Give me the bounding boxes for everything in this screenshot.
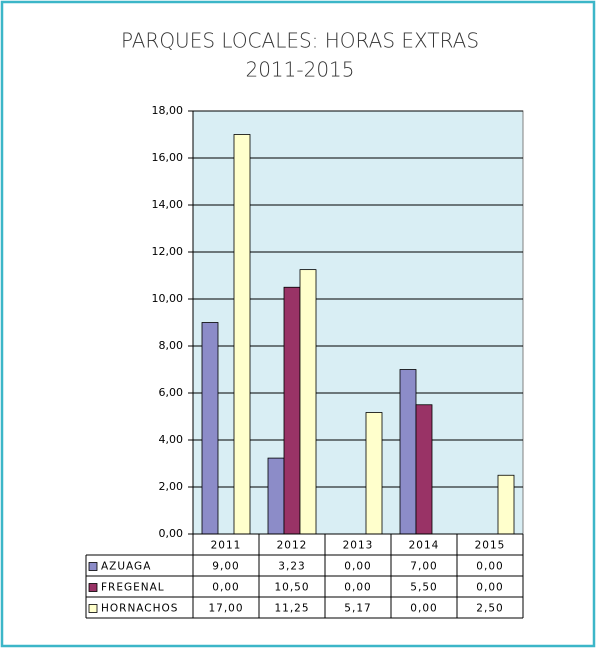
bar	[283, 286, 301, 535]
chart-title: PARQUES LOCALES: HORAS EXTRAS	[121, 29, 479, 53]
table-value: 0,00	[344, 582, 371, 594]
y-tick-label: 6,00	[159, 386, 184, 399]
y-tick-label: 0,00	[159, 527, 184, 540]
table-value: 5,50	[410, 582, 437, 594]
bar	[299, 269, 317, 535]
x-tick-label: 2014	[409, 540, 440, 552]
legend-label: FREGENAL	[101, 582, 165, 594]
table-value: 5,17	[344, 603, 371, 615]
legend-label: HORNACHOS	[101, 603, 178, 615]
y-tick-label: 12,00	[152, 245, 184, 258]
table-value: 0,00	[476, 561, 503, 573]
table-value: 0,00	[344, 561, 371, 573]
y-tick-label: 18,00	[152, 104, 184, 117]
y-tick-label: 4,00	[159, 433, 184, 446]
bar	[415, 404, 433, 535]
table-value: 0,00	[410, 603, 437, 615]
y-tick-label: 16,00	[152, 151, 184, 164]
table-value: 9,00	[212, 561, 239, 573]
table-value: 2,50	[476, 603, 503, 615]
table-value: 11,25	[274, 603, 309, 615]
y-tick-label: 8,00	[159, 339, 184, 352]
table-value: 17,00	[208, 603, 243, 615]
legend-key	[88, 562, 98, 571]
bar	[267, 457, 285, 535]
legend-key	[88, 583, 98, 592]
y-tick-label: 2,00	[159, 480, 184, 493]
bar	[365, 412, 383, 535]
bar	[399, 369, 417, 535]
y-tick-label: 14,00	[152, 198, 184, 211]
chart-subtitle: 2011-2015	[245, 58, 354, 82]
legend-key	[88, 604, 98, 613]
bar	[201, 322, 219, 535]
x-tick-label: 2012	[277, 540, 308, 552]
table-value: 10,50	[274, 582, 309, 594]
x-tick-label: 2013	[343, 540, 374, 552]
bar	[497, 474, 515, 535]
table-value: 0,00	[476, 582, 503, 594]
table-value: 3,23	[278, 561, 305, 573]
x-tick-label: 2015	[475, 540, 506, 552]
legend-label: AZUAGA	[101, 561, 151, 573]
table-value: 0,00	[212, 582, 239, 594]
table-value: 7,00	[410, 561, 437, 573]
bar	[233, 134, 251, 535]
y-tick-label: 10,00	[152, 292, 184, 305]
x-tick-label: 2011	[211, 540, 242, 552]
